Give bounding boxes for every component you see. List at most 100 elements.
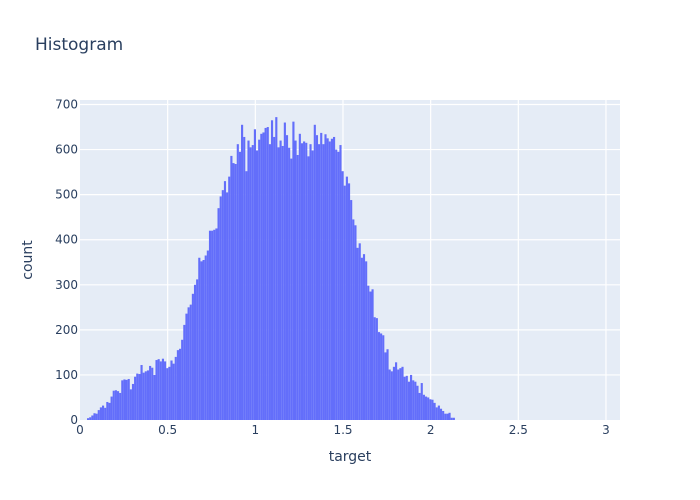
- y-tick-label: 100: [55, 368, 78, 382]
- histogram-bar: [144, 371, 147, 420]
- histogram-bar: [146, 370, 150, 420]
- histogram-bar: [380, 333, 383, 420]
- histogram-bar: [131, 383, 135, 420]
- histogram-bar: [446, 413, 449, 420]
- histogram-bar: [151, 367, 154, 420]
- histogram-bar: [123, 379, 126, 420]
- histogram-bar: [204, 255, 207, 420]
- histogram-bar: [354, 225, 357, 420]
- histogram-bar: [405, 375, 408, 420]
- histogram-bar: [101, 405, 105, 420]
- histogram-bar: [136, 373, 139, 420]
- histogram-bar: [251, 145, 254, 420]
- y-tick-label: 200: [55, 323, 78, 337]
- histogram-bar: [356, 247, 359, 420]
- y-tick-label: 500: [55, 188, 78, 202]
- histogram-bar: [335, 149, 338, 421]
- histogram-bar: [230, 155, 233, 420]
- histogram-bar: [390, 371, 393, 420]
- histogram-bar: [200, 261, 203, 420]
- histogram-bar: [439, 408, 443, 420]
- histogram-bar: [403, 376, 406, 420]
- histogram-bar: [266, 127, 269, 421]
- x-tick-label: 1: [252, 423, 260, 437]
- histogram-bar: [89, 417, 92, 420]
- histogram-bar: [450, 417, 453, 420]
- histogram-bar: [181, 339, 184, 420]
- histogram-bar: [249, 147, 252, 420]
- x-axis-ticks: 0 0.5 1 1.5 2 2.5 3: [76, 423, 610, 437]
- histogram-bar: [388, 369, 391, 420]
- histogram-bar: [422, 394, 425, 420]
- histogram-bar: [202, 260, 205, 420]
- histogram-bar: [93, 413, 96, 420]
- histogram-bar: [339, 145, 342, 420]
- histogram-bar: [253, 129, 256, 420]
- histogram-bar: [332, 136, 336, 420]
- histogram-bar: [99, 407, 102, 420]
- histogram-bar: [320, 132, 323, 420]
- histogram-bar: [223, 181, 227, 420]
- histogram-bar: [358, 243, 361, 420]
- histogram-bar: [116, 391, 120, 420]
- histogram-bar: [161, 358, 165, 420]
- histogram-bar: [337, 151, 340, 420]
- histogram-bar: [106, 401, 109, 420]
- histogram-bar: [255, 150, 259, 420]
- histogram-bar: [418, 392, 421, 420]
- histogram-bar: [208, 230, 212, 420]
- histogram-bar: [193, 284, 197, 420]
- histogram-bar: [125, 379, 128, 420]
- histogram-bar: [138, 374, 141, 420]
- histogram-bar: [121, 380, 124, 420]
- histogram-bar: [296, 154, 299, 421]
- histogram-bar: [189, 304, 192, 420]
- histogram-bar: [362, 254, 366, 420]
- histogram-bar: [153, 374, 156, 420]
- histogram-bar: [442, 410, 445, 420]
- x-tick-label: 3: [602, 423, 610, 437]
- x-tick-label: 2.5: [509, 423, 528, 437]
- histogram-bar: [420, 383, 423, 420]
- histogram-bar: [397, 369, 400, 420]
- histogram-bar: [294, 140, 297, 420]
- histogram-bar: [452, 417, 455, 420]
- histogram-bar: [360, 257, 363, 420]
- histogram-bar: [401, 366, 404, 420]
- histogram-bar: [328, 141, 331, 420]
- histogram-bar: [416, 385, 419, 420]
- histogram-bar: [326, 138, 329, 420]
- histogram-bar: [226, 192, 229, 420]
- histogram-bar: [206, 250, 209, 420]
- histogram-bars: [87, 117, 455, 421]
- x-tick-label: 0.5: [158, 423, 177, 437]
- histogram-bar: [247, 140, 250, 420]
- histogram-bar: [277, 147, 280, 420]
- histogram-bar: [377, 332, 381, 420]
- histogram-bar: [392, 366, 396, 420]
- histogram-bar: [236, 144, 239, 421]
- histogram-bar: [384, 352, 387, 420]
- histogram-bar: [309, 144, 312, 421]
- histogram-bar: [108, 402, 111, 420]
- histogram-bar: [91, 415, 94, 420]
- histogram-bar: [371, 289, 374, 420]
- y-axis-label: count: [20, 240, 36, 280]
- histogram-bar: [429, 399, 432, 420]
- histogram-bar: [343, 185, 346, 420]
- histogram-bar: [305, 142, 308, 420]
- histogram-bar: [95, 413, 98, 420]
- histogram-bar: [270, 120, 274, 421]
- histogram-bar: [433, 402, 436, 420]
- histogram-bar: [288, 147, 291, 420]
- histogram-bar: [279, 140, 282, 420]
- histogram-bar: [281, 145, 284, 420]
- histogram-bar: [142, 372, 145, 420]
- y-tick-label: 0: [70, 413, 78, 427]
- histogram-bar: [185, 313, 188, 420]
- x-tick-label: 1.5: [333, 423, 352, 437]
- histogram-bar: [155, 360, 158, 420]
- y-tick-label: 300: [55, 278, 78, 292]
- histogram-bar: [407, 381, 410, 420]
